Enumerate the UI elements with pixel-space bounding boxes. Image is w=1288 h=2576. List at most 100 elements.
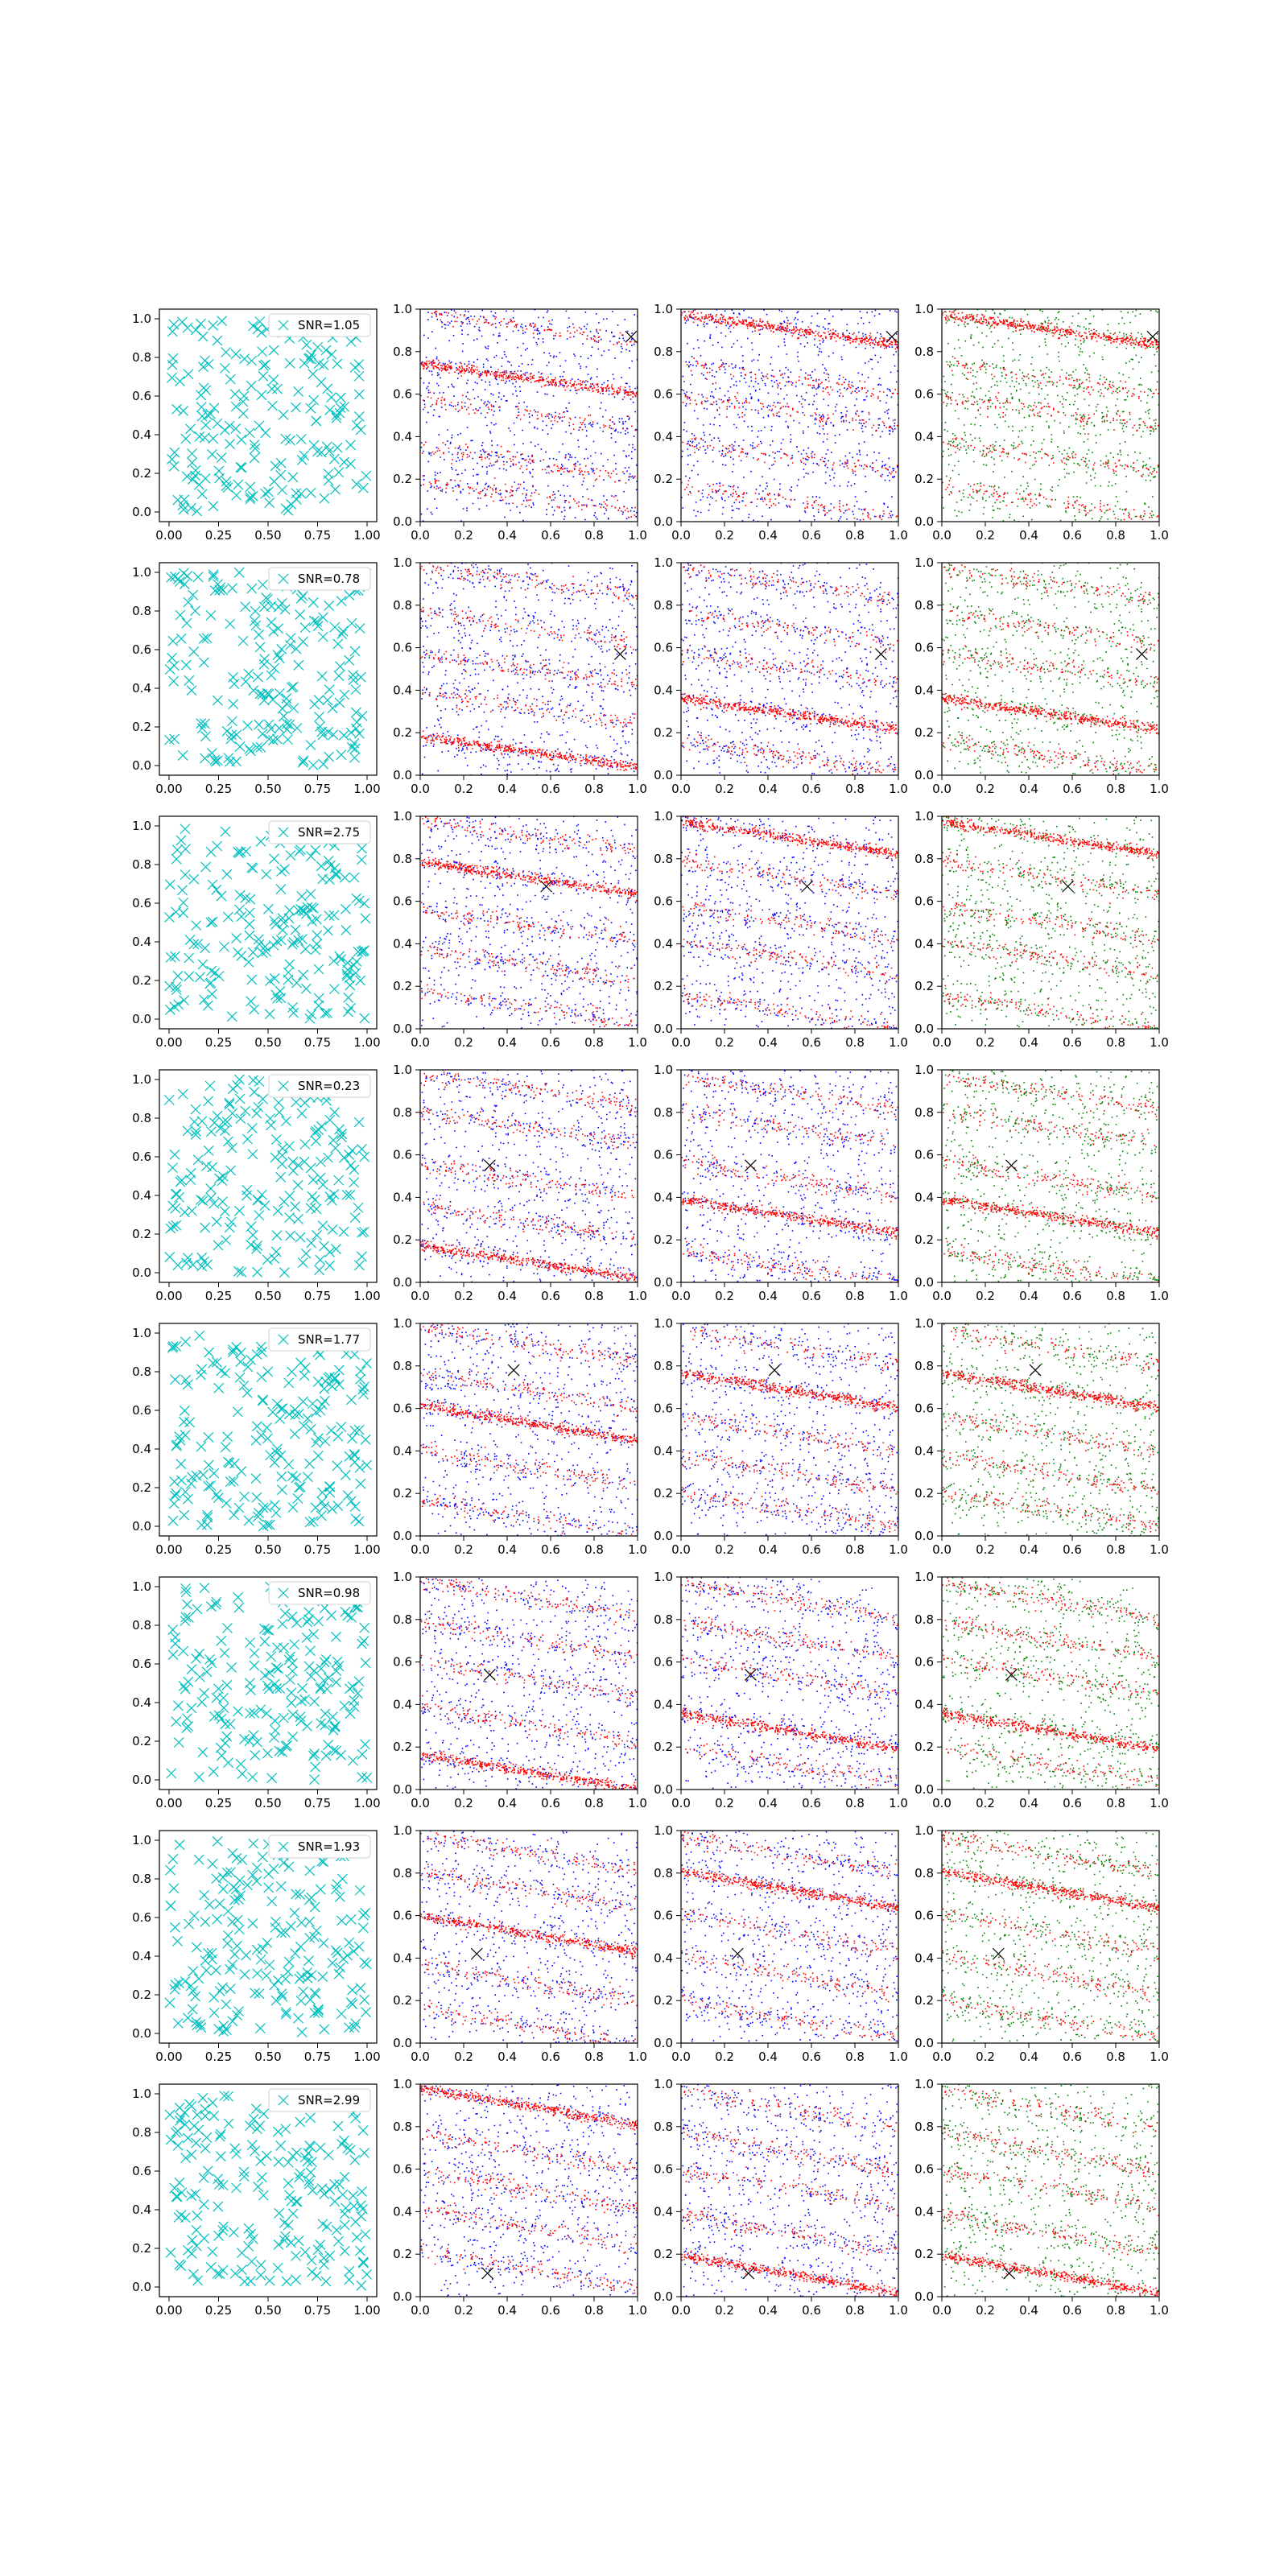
stripe-ytick-label: 0.2 xyxy=(393,472,412,486)
stripe-frame xyxy=(941,2083,1160,2297)
noise-point xyxy=(324,751,334,762)
noise-point xyxy=(211,1356,222,1368)
noise-point xyxy=(182,571,193,581)
red-series-points xyxy=(421,311,638,518)
noise-point xyxy=(235,1758,246,1769)
noise-point xyxy=(262,1680,273,1691)
noise-point xyxy=(266,723,277,734)
noise-point xyxy=(315,1349,325,1360)
noise-point xyxy=(336,2008,347,2020)
stripe-ytick-label: 1.0 xyxy=(654,1570,673,1584)
stripe-ytick-label: 0.4 xyxy=(914,1443,934,1458)
stripe-xtick-label: 0.4 xyxy=(497,2050,517,2064)
noise-point xyxy=(225,733,237,745)
noise-point xyxy=(165,952,176,963)
noise-point xyxy=(182,2132,193,2144)
legend-box xyxy=(268,313,371,337)
stripe-ytick-label: 0.8 xyxy=(654,345,673,359)
stripe-ytick-label: 1.0 xyxy=(393,2077,412,2091)
noise-point xyxy=(248,1075,259,1086)
noise-point xyxy=(356,946,367,957)
noise-point xyxy=(305,2112,316,2124)
noise-plot-area xyxy=(159,1323,377,1536)
noise-point xyxy=(242,1184,253,1195)
noise-point xyxy=(234,1093,246,1104)
noise-point xyxy=(165,2134,176,2145)
stripe-ytick-label: 0.2 xyxy=(393,1232,412,1247)
noise-point xyxy=(271,1682,283,1694)
noise-point xyxy=(357,843,367,854)
noise-point xyxy=(194,1330,205,1341)
noise-point xyxy=(317,612,328,623)
noise-point xyxy=(221,1867,233,1878)
noise-point xyxy=(291,2196,302,2207)
noise-point xyxy=(280,433,291,444)
noise-point xyxy=(257,947,268,959)
noise-points xyxy=(163,567,372,770)
noise-point xyxy=(213,1492,224,1504)
noise-point xyxy=(299,1156,310,1167)
noise-point xyxy=(283,2219,294,2231)
noise-point xyxy=(180,1336,191,1348)
noise-point xyxy=(229,1509,240,1521)
target-marker xyxy=(801,880,814,893)
noise-point xyxy=(249,1660,260,1671)
stripe-frame xyxy=(680,1576,899,1790)
noise-point xyxy=(254,1988,265,2000)
noise-point xyxy=(293,1408,304,1419)
noise-point xyxy=(329,2196,341,2207)
stripe-ytick-label: 0.6 xyxy=(393,2162,412,2177)
stripe-xtick-label: 0.2 xyxy=(715,528,734,543)
noise-xtick-label: 0.50 xyxy=(254,1035,281,1050)
stripe-ytick-label: 0.4 xyxy=(393,1443,412,1458)
stripe-plot-area xyxy=(420,2084,638,2297)
noise-point xyxy=(356,2280,367,2291)
noise-point xyxy=(332,638,344,650)
stripe-xtick-label: 0.8 xyxy=(845,528,865,543)
stripe-ytick-label: 0.2 xyxy=(654,2247,673,2261)
stripe-xtick-label: 0.8 xyxy=(845,1796,865,1810)
noise-point xyxy=(170,1203,181,1214)
noise-point xyxy=(293,2235,304,2246)
noise-ytick-label: 0.4 xyxy=(132,2202,151,2217)
noise-point xyxy=(269,663,280,674)
noise-xtick-label: 0.25 xyxy=(205,2050,232,2064)
stripe-xtick-label: 0.0 xyxy=(411,1796,430,1810)
noise-point xyxy=(255,2023,266,2033)
noise-ytick-label: 0.2 xyxy=(132,1480,151,1495)
noise-point xyxy=(193,1772,204,1782)
noise-point xyxy=(309,1901,320,1913)
stripe-xtick-label: 0.8 xyxy=(584,782,604,796)
noise-point xyxy=(316,1718,327,1729)
noise-point xyxy=(241,846,252,857)
noise-point xyxy=(333,671,345,682)
noise-ytick-label: 0.6 xyxy=(132,642,151,657)
noise-ytick-label: 0.0 xyxy=(132,2280,151,2294)
stripe-xtick-label: 0.6 xyxy=(541,1289,560,1303)
secondary-series-points xyxy=(942,816,1159,1029)
noise-point xyxy=(217,1175,228,1187)
noise-point xyxy=(349,1177,360,1188)
noise-point xyxy=(356,854,367,865)
noise-point xyxy=(357,1922,369,1934)
target-marker xyxy=(1003,2267,1016,2280)
noise-point xyxy=(336,1873,348,1885)
noise-point xyxy=(323,855,334,866)
noise-point xyxy=(254,2120,266,2132)
noise-point xyxy=(235,1347,246,1358)
noise-point xyxy=(246,862,258,873)
stripe-ytick-label: 0.0 xyxy=(393,2289,412,2304)
noise-point xyxy=(304,1458,315,1469)
noise-point xyxy=(287,1502,299,1513)
noise-point xyxy=(290,1410,301,1420)
stripe-xtick-label: 0.8 xyxy=(584,2050,604,2064)
stripe-xtick-label: 0.4 xyxy=(758,1542,778,1557)
stripe-xtick-label: 0.0 xyxy=(671,528,691,543)
noise-plot-area xyxy=(159,816,377,1029)
secondary-series-points xyxy=(682,1070,898,1282)
noise-point xyxy=(247,1149,258,1160)
noise-point xyxy=(246,380,257,391)
noise-point xyxy=(197,1747,208,1758)
noise-point xyxy=(294,1973,305,1984)
noise-point xyxy=(286,1697,297,1708)
